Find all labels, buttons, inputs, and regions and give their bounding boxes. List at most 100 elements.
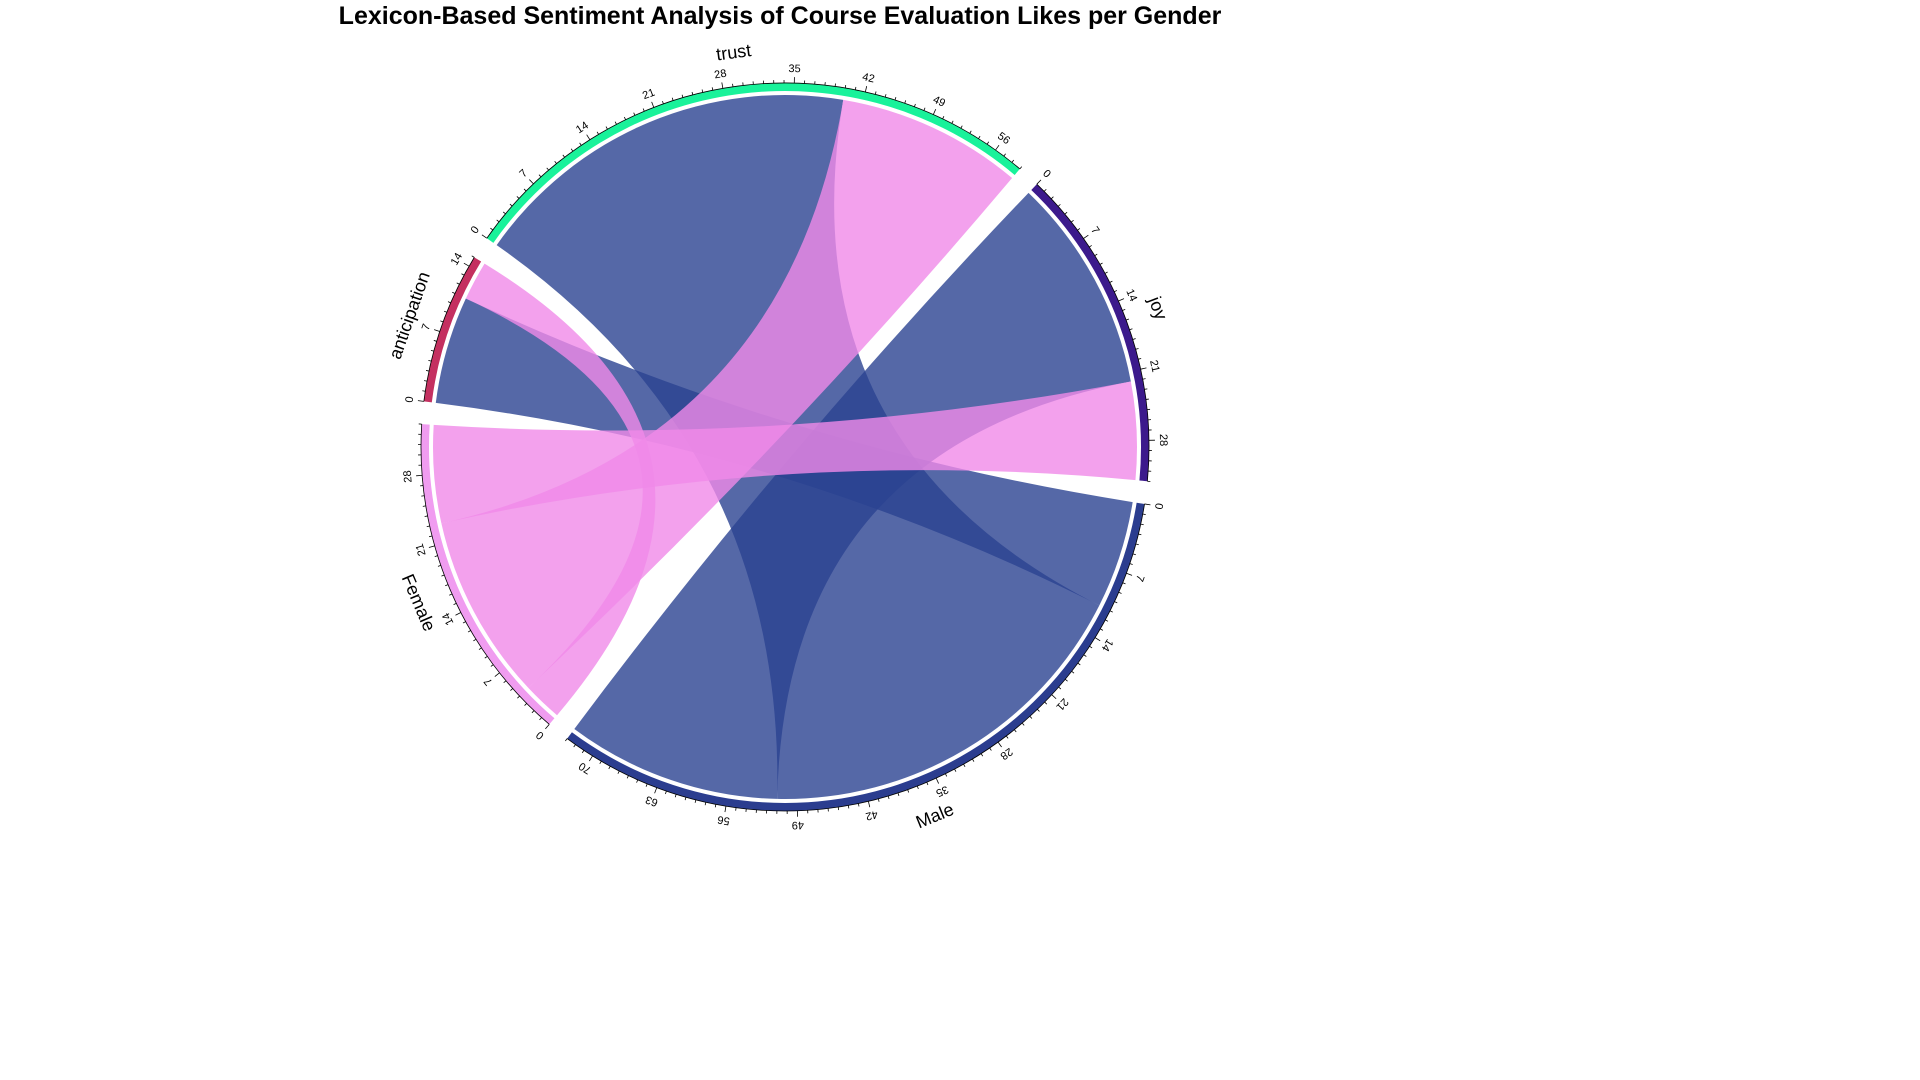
tick-mark <box>671 97 674 101</box>
tick-mark <box>651 101 655 108</box>
tick-mark <box>1132 338 1136 340</box>
tick-mark <box>932 108 937 115</box>
tick-mark <box>1083 234 1089 239</box>
tick-mark <box>494 672 500 677</box>
tick-mark <box>1083 654 1087 657</box>
tick-mark <box>714 804 717 808</box>
tick-mark <box>1088 245 1092 248</box>
tick-label: 56 <box>717 813 731 827</box>
tick-label: 0 <box>469 224 482 236</box>
tick-mark <box>453 602 457 605</box>
tick-mark <box>1036 179 1042 185</box>
tick-mark <box>1019 166 1023 170</box>
tick-label: 42 <box>864 808 879 822</box>
tick-mark <box>1122 582 1126 585</box>
tick-mark <box>1144 503 1151 506</box>
tick-mark <box>596 131 599 135</box>
sector-label-female: Female <box>398 571 440 634</box>
tick-mark <box>589 755 593 762</box>
tick-label: 7 <box>1133 573 1146 583</box>
sector-label-trust: trust <box>715 40 752 64</box>
tick-mark <box>1065 678 1068 682</box>
tick-mark <box>1114 601 1118 604</box>
tick-mark <box>1135 348 1139 350</box>
tick-mark <box>1109 280 1113 283</box>
tick-mark <box>484 656 488 659</box>
tick-label: 28 <box>1157 434 1169 446</box>
tick-mark <box>462 621 466 624</box>
chord-link-female-joy <box>432 381 1138 524</box>
tick-label: 14 <box>440 611 456 627</box>
tick-mark <box>441 574 445 577</box>
tick-label: 70 <box>577 759 594 776</box>
tick-mark <box>907 789 910 793</box>
sector-label-male: Male <box>913 799 957 832</box>
tick-label: 28 <box>713 68 727 82</box>
tick-mark <box>665 790 667 795</box>
tick-mark <box>417 400 424 402</box>
tick-mark <box>581 750 585 754</box>
tick-mark <box>463 262 470 267</box>
tick-label: 0 <box>404 396 417 404</box>
sector-axis-joy <box>1036 183 1150 482</box>
tick-label: 28 <box>402 470 415 483</box>
tick-mark <box>565 738 568 742</box>
tick-mark <box>433 329 440 332</box>
sector-track-anticipation <box>423 257 482 403</box>
tick-mark <box>437 565 441 567</box>
tick-mark <box>456 282 460 285</box>
tick-mark <box>951 120 954 124</box>
tick-mark <box>721 82 724 89</box>
sectors-layer <box>421 82 1149 812</box>
tick-mark <box>430 349 434 352</box>
tick-mark <box>608 766 611 770</box>
tick-mark <box>1094 253 1098 257</box>
tick-mark <box>503 680 507 683</box>
tick-mark <box>1142 513 1146 515</box>
tick-mark <box>599 761 602 765</box>
tick-mark <box>858 803 860 807</box>
tick-mark <box>614 121 617 125</box>
sector-track-joy <box>1031 184 1149 482</box>
tick-mark <box>960 125 963 129</box>
tick-mark <box>443 310 447 313</box>
tick-mark <box>877 798 880 802</box>
tick-label: 56 <box>995 130 1012 147</box>
sector-axis-female <box>420 424 550 725</box>
tick-mark <box>926 782 929 786</box>
tick-mark <box>425 370 430 372</box>
tick-mark <box>471 255 475 258</box>
tick-mark <box>467 630 471 633</box>
tick-mark <box>1021 722 1025 726</box>
tick-mark <box>605 126 608 130</box>
ticks-layer: 0714212835424956637007142128071407142128… <box>402 63 1169 831</box>
tick-mark <box>704 802 707 806</box>
tick-mark <box>662 100 664 105</box>
tick-mark <box>570 148 574 152</box>
tick-mark <box>539 717 542 721</box>
tick-mark <box>897 792 900 796</box>
tick-mark <box>429 535 433 538</box>
tick-mark <box>1126 318 1130 321</box>
tick-mark <box>434 555 438 557</box>
tick-mark <box>1114 290 1118 293</box>
tick-mark <box>1077 228 1081 231</box>
tick-mark <box>942 116 945 120</box>
tick-mark <box>963 763 966 768</box>
tick-mark <box>887 795 890 800</box>
tick-mark <box>586 134 591 140</box>
tick-mark <box>1058 686 1062 690</box>
tick-mark <box>562 154 565 158</box>
tick-mark <box>1070 219 1074 223</box>
tick-label: 7 <box>1088 225 1101 237</box>
tick-mark <box>916 785 919 790</box>
tick-mark <box>1057 204 1061 207</box>
tick-mark <box>1099 262 1103 265</box>
tick-mark <box>428 545 435 548</box>
tick-label: 28 <box>998 745 1015 762</box>
tick-mark <box>642 108 645 112</box>
tick-mark <box>701 89 704 93</box>
tick-mark <box>935 777 940 784</box>
tick-label: 0 <box>1152 502 1165 510</box>
tick-mark <box>989 747 992 751</box>
